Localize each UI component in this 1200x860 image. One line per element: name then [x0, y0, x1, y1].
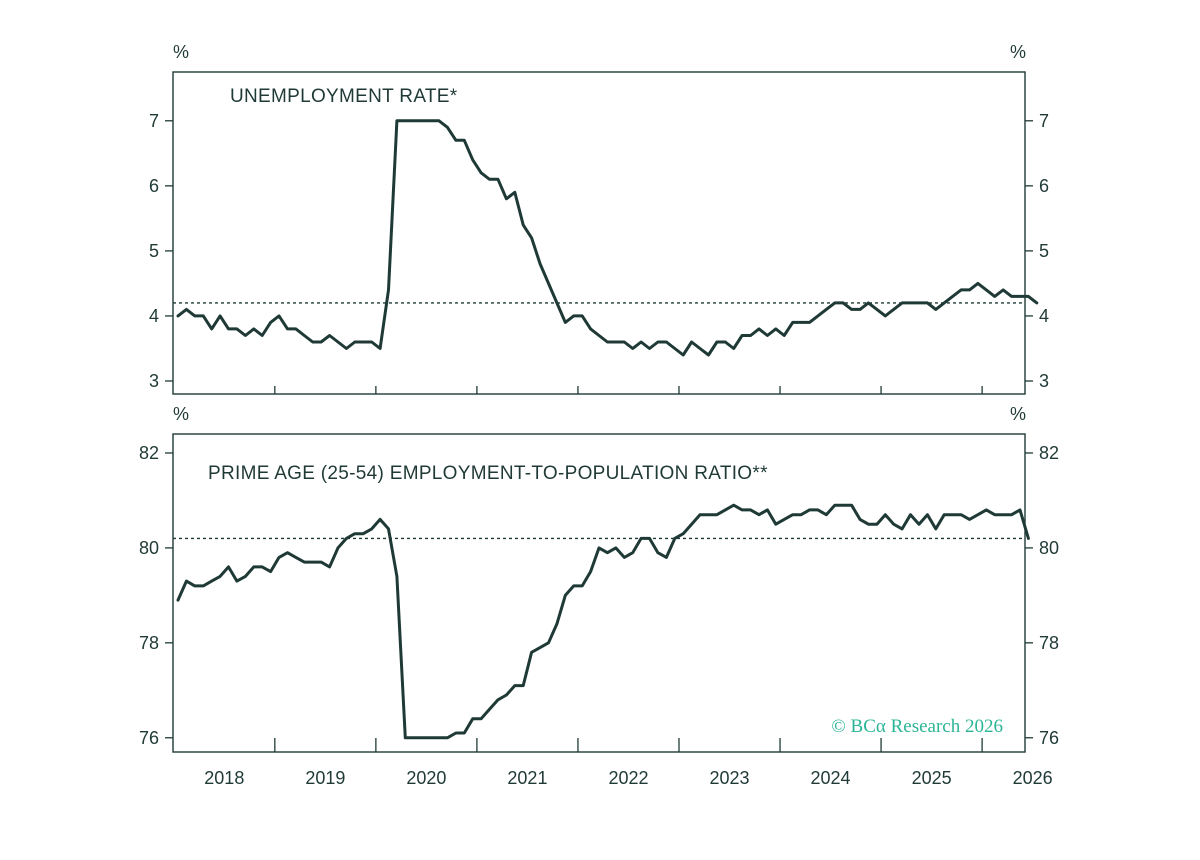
x-year-label: 2019 — [305, 768, 345, 788]
employment-left-tick-label: 78 — [139, 633, 159, 653]
unemployment-right-tick-label: 7 — [1039, 111, 1049, 131]
unemployment-right-tick-label: 3 — [1039, 371, 1049, 391]
employment-panel: % % PRIME AGE (25-54) EMPLOYMENT-TO-POPU… — [139, 404, 1059, 753]
employment-left-tick-label: 82 — [139, 443, 159, 463]
employment-right-tick-label: 78 — [1039, 633, 1059, 653]
employment-title: PRIME AGE (25-54) EMPLOYMENT-TO-POPULATI… — [208, 463, 768, 484]
x-year-label: 2021 — [507, 768, 547, 788]
unemployment-left-tick-label: 4 — [149, 306, 159, 326]
employment-left-tick-label: 80 — [139, 538, 159, 558]
x-year-label: 2022 — [608, 768, 648, 788]
employment-plot-frame — [172, 433, 1026, 753]
unemployment-panel: % % UNEMPLOYMENT RATE* 3 3 4 4 5 5 6 6 7 7 — [149, 42, 1049, 395]
employment-right-tick-label: 80 — [1039, 538, 1059, 558]
unemployment-right-tick-label: 4 — [1039, 306, 1049, 326]
unemployment-right-unit: % — [1010, 42, 1026, 62]
employment-right-unit: % — [1010, 404, 1026, 424]
unemployment-left-tick-label: 5 — [149, 241, 159, 261]
x-year-label: 2025 — [912, 768, 952, 788]
x-year-label: 2023 — [709, 768, 749, 788]
unemployment-right-tick-label: 6 — [1039, 176, 1049, 196]
employment-left-unit: % — [173, 404, 189, 424]
unemployment-right-tick-label: 5 — [1039, 241, 1049, 261]
employment-left-tick-label: 76 — [139, 728, 159, 748]
x-year-label: 2020 — [406, 768, 446, 788]
x-axis: 2018 2019 2020 2021 2022 2023 2024 2025 2026 — [204, 386, 1053, 788]
x-year-label: 2018 — [204, 768, 244, 788]
employment-right-tick-label: 76 — [1039, 728, 1059, 748]
employment-ratio-line — [176, 503, 1030, 740]
employment-y-axis: 76 76 78 78 80 80 82 82 — [139, 443, 1059, 748]
source-credit: © BCα Research 2026 — [831, 716, 1003, 737]
unemployment-left-tick-label: 3 — [149, 371, 159, 391]
unemployment-left-unit: % — [173, 42, 189, 62]
x-year-label: 2024 — [811, 768, 851, 788]
unemployment-title: UNEMPLOYMENT RATE* — [230, 86, 458, 107]
x-year-label: 2026 — [1013, 768, 1053, 788]
unemployment-left-tick-label: 7 — [149, 111, 159, 131]
unemployment-y-axis: 3 3 4 4 5 5 6 6 7 7 — [149, 111, 1049, 391]
unemployment-plot-frame — [172, 71, 1026, 395]
unemployment-rate-line — [176, 119, 1039, 357]
unemployment-left-tick-label: 6 — [149, 176, 159, 196]
employment-right-tick-label: 82 — [1039, 443, 1059, 463]
